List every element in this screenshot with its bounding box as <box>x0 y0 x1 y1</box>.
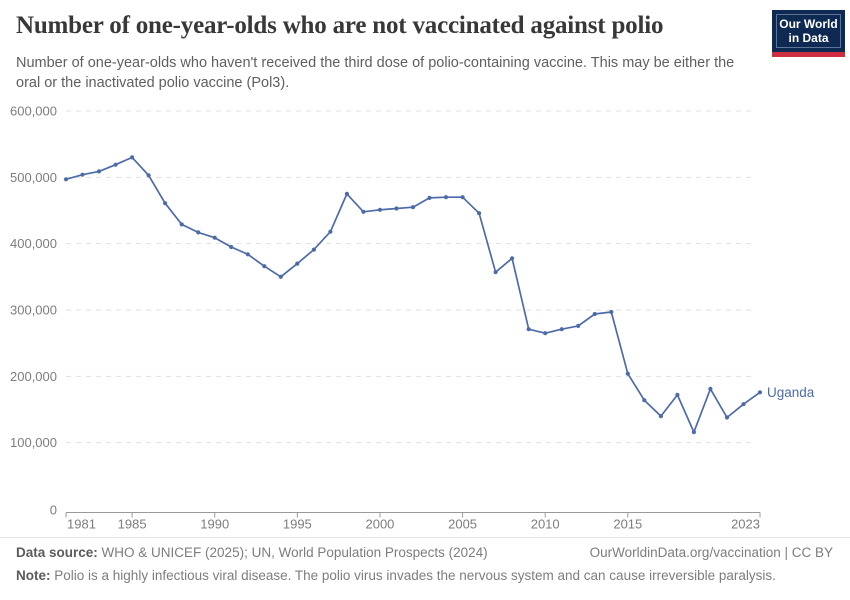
owid-logo-background: Our World in Data <box>772 10 845 52</box>
x-axis-tick-label: 2010 <box>531 517 560 532</box>
data-point[interactable] <box>262 264 267 269</box>
line-chart-canvas[interactable]: 0 100,000 200,000 300,000 400,000 500,000 600,… <box>0 0 850 540</box>
data-point[interactable] <box>63 177 69 182</box>
data-point[interactable] <box>311 247 316 252</box>
data-point[interactable] <box>328 229 333 234</box>
data-point[interactable] <box>410 205 416 210</box>
data-point[interactable] <box>460 195 465 200</box>
data-point[interactable] <box>559 327 564 332</box>
x-axis-tick-label: 2005 <box>448 517 477 532</box>
x-axis-tick-label: 2000 <box>365 517 394 532</box>
owid-logo[interactable]: Our World in Data <box>772 10 845 57</box>
y-axis-tick-label: 600,000 <box>10 104 57 119</box>
chart-subtitle: Number of one-year-olds who haven't rece… <box>16 55 735 91</box>
data-point[interactable] <box>509 256 515 261</box>
series-line-uganda[interactable] <box>65 156 761 433</box>
x-axis-tick-label: 1995 <box>283 517 312 532</box>
data-source-line: Data source: WHO & UNICEF (2025); UN, Wo… <box>16 545 488 560</box>
data-point[interactable] <box>642 398 647 403</box>
footer-divider <box>0 537 850 538</box>
data-source-label: Data source: <box>16 545 98 560</box>
data-point[interactable] <box>80 172 85 177</box>
y-axis-tick-label: 500,000 <box>10 170 57 185</box>
data-point[interactable] <box>675 392 680 397</box>
data-point[interactable] <box>493 270 498 275</box>
page-title: Number of one-year-olds who are not vacc… <box>16 12 664 39</box>
data-point[interactable] <box>229 244 234 250</box>
data-point[interactable] <box>443 195 449 200</box>
data-point[interactable] <box>146 173 151 178</box>
data-point[interactable] <box>394 206 399 211</box>
data-point[interactable] <box>96 169 102 174</box>
data-point[interactable] <box>658 414 664 419</box>
data-point[interactable] <box>278 274 283 279</box>
y-axis-tick-label: 200,000 <box>10 369 57 384</box>
x-axis-tick-label: 1990 <box>200 517 229 532</box>
y-axis-tick-label: 400,000 <box>10 236 57 251</box>
data-point[interactable] <box>526 327 531 332</box>
x-axis-tick-label: 1981 <box>67 517 96 532</box>
data-point[interactable] <box>113 162 118 167</box>
data-point[interactable] <box>196 230 201 235</box>
data-point[interactable] <box>609 309 614 315</box>
data-point[interactable] <box>625 371 630 376</box>
data-point[interactable] <box>724 415 730 420</box>
x-axis-tick-label: 2023 <box>731 517 760 532</box>
note-text: Polio is a highly infectious viral disea… <box>54 568 776 583</box>
data-point[interactable] <box>212 235 217 240</box>
data-point[interactable] <box>592 311 597 317</box>
data-point[interactable] <box>427 195 432 200</box>
x-axis-tick-label: 1985 <box>118 517 147 532</box>
line-chart-area[interactable]: 0 100,000 200,000 300,000 400,000 500,000 600,… <box>0 0 850 540</box>
owid-logo-line1: Our World <box>779 16 838 31</box>
note-line: Note: Polio is a highly infectious viral… <box>16 568 776 583</box>
data-point[interactable] <box>163 201 168 206</box>
x-axis-tick-label: 2015 <box>613 517 642 532</box>
data-point[interactable] <box>477 211 482 216</box>
data-point[interactable] <box>377 207 383 212</box>
data-point[interactable] <box>708 386 713 391</box>
data-source-text: WHO & UNICEF (2025); UN, World Populatio… <box>101 545 488 560</box>
y-axis-tick-label: 0 <box>50 503 57 518</box>
data-point[interactable] <box>576 323 581 328</box>
owid-logo-line2: in Data <box>788 31 829 45</box>
data-point[interactable] <box>741 402 746 407</box>
data-point[interactable] <box>543 331 548 336</box>
data-point[interactable] <box>245 252 250 257</box>
owid-logo-red-bar <box>772 52 845 57</box>
data-point[interactable] <box>295 261 300 266</box>
owid-logo-text: Our World in Data <box>776 14 841 48</box>
data-point[interactable] <box>344 191 349 196</box>
y-axis-tick-label: 100,000 <box>10 435 57 450</box>
attribution-link[interactable]: OurWorldinData.org/vaccination | CC BY <box>589 545 833 560</box>
data-point[interactable] <box>691 430 697 435</box>
series-end-label[interactable]: Uganda <box>767 385 815 400</box>
data-point[interactable] <box>130 155 135 160</box>
data-point[interactable] <box>179 222 184 227</box>
y-axis-tick-label: 300,000 <box>10 303 57 318</box>
data-point[interactable] <box>757 390 763 395</box>
note-label: Note: <box>16 568 51 583</box>
data-point[interactable] <box>361 209 366 214</box>
